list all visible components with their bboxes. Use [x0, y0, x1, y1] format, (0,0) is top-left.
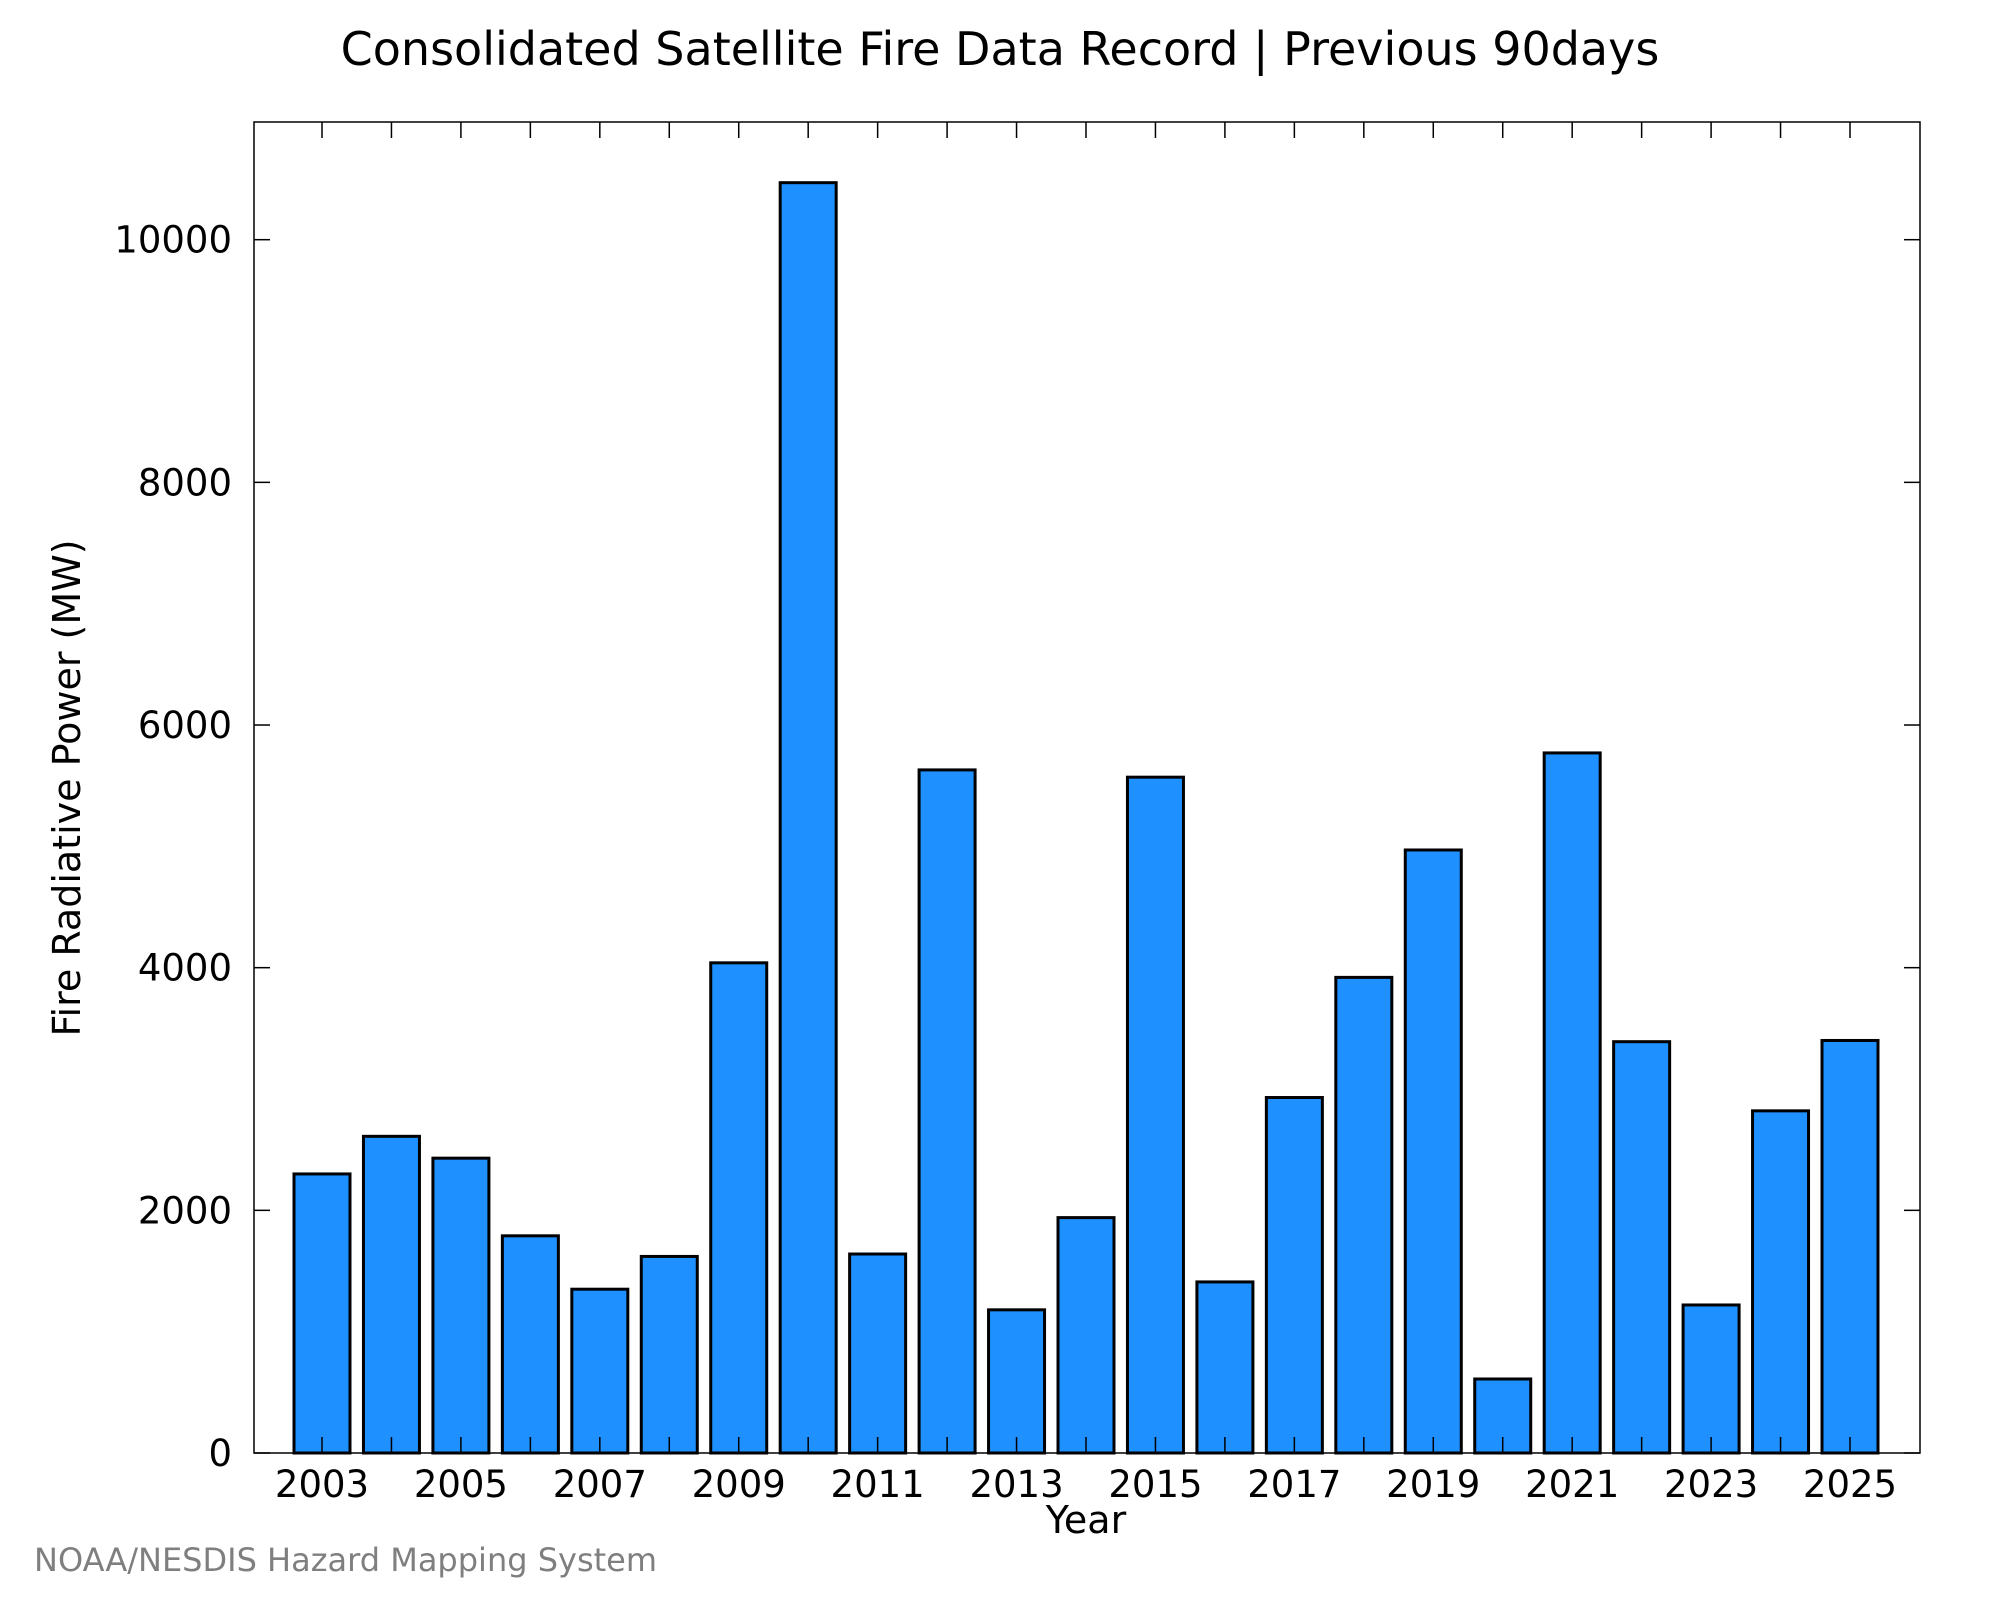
x-tick-label: 2017 [1247, 1463, 1341, 1506]
x-tick-label: 2013 [969, 1463, 1063, 1506]
y-tick-label: 4000 [138, 947, 232, 990]
x-tick-label: 2005 [414, 1463, 508, 1506]
x-tick-label: 2009 [692, 1463, 786, 1506]
credit-text: NOAA/NESDIS Hazard Mapping System [34, 1541, 658, 1579]
x-tick-label: 2003 [275, 1463, 369, 1506]
bar-2021 [1542, 751, 1602, 1455]
y-tick-label: 10000 [114, 219, 232, 262]
x-tick-label: 2019 [1386, 1463, 1480, 1506]
bar-2007 [570, 1287, 630, 1455]
bar-2019 [1403, 848, 1463, 1455]
x-tick-label: 2021 [1525, 1463, 1619, 1506]
y-axis-label: Fire Radiative Power (MW) [45, 539, 89, 1036]
ticks-layer: 0 2000 4000 6000 8000 10000 2003 2005 2007 2009 20… [114, 122, 1920, 1506]
bar-2024 [1751, 1109, 1811, 1455]
x-tick-label: 2023 [1664, 1463, 1758, 1506]
bar-2011 [848, 1252, 908, 1455]
y-tick-label: 2000 [138, 1189, 232, 1232]
y-tick-label: 6000 [138, 704, 232, 747]
bar-2003 [292, 1172, 352, 1455]
bar-2012 [917, 768, 977, 1455]
bar-2008 [639, 1254, 699, 1455]
chart-title: Consolidated Satellite Fire Data Record … [340, 22, 1660, 76]
bar-2018 [1334, 975, 1394, 1455]
bar-2015 [1125, 775, 1185, 1455]
bar-2006 [500, 1234, 560, 1455]
bars-layer [292, 181, 1880, 1455]
bar-2005 [431, 1156, 491, 1455]
bar-2009 [709, 961, 769, 1455]
bar-2010 [778, 181, 838, 1455]
bar-2022 [1612, 1040, 1672, 1455]
y-tick-label: 0 [208, 1432, 232, 1475]
x-axis-label: Year [1045, 1498, 1127, 1542]
bar-2016 [1195, 1280, 1255, 1455]
bar-2004 [361, 1134, 421, 1455]
bar-2017 [1264, 1096, 1324, 1455]
y-tick-label: 8000 [138, 461, 232, 504]
bar-2013 [987, 1308, 1047, 1455]
x-tick-label: 2011 [831, 1463, 925, 1506]
x-tick-label: 2007 [553, 1463, 647, 1506]
bar-2023 [1681, 1303, 1741, 1455]
x-tick-label: 2025 [1803, 1463, 1897, 1506]
bar-2014 [1056, 1216, 1116, 1455]
plot-frame [253, 121, 1921, 1454]
x-tick-label: 2015 [1108, 1463, 1202, 1506]
bar-2025 [1820, 1038, 1880, 1455]
